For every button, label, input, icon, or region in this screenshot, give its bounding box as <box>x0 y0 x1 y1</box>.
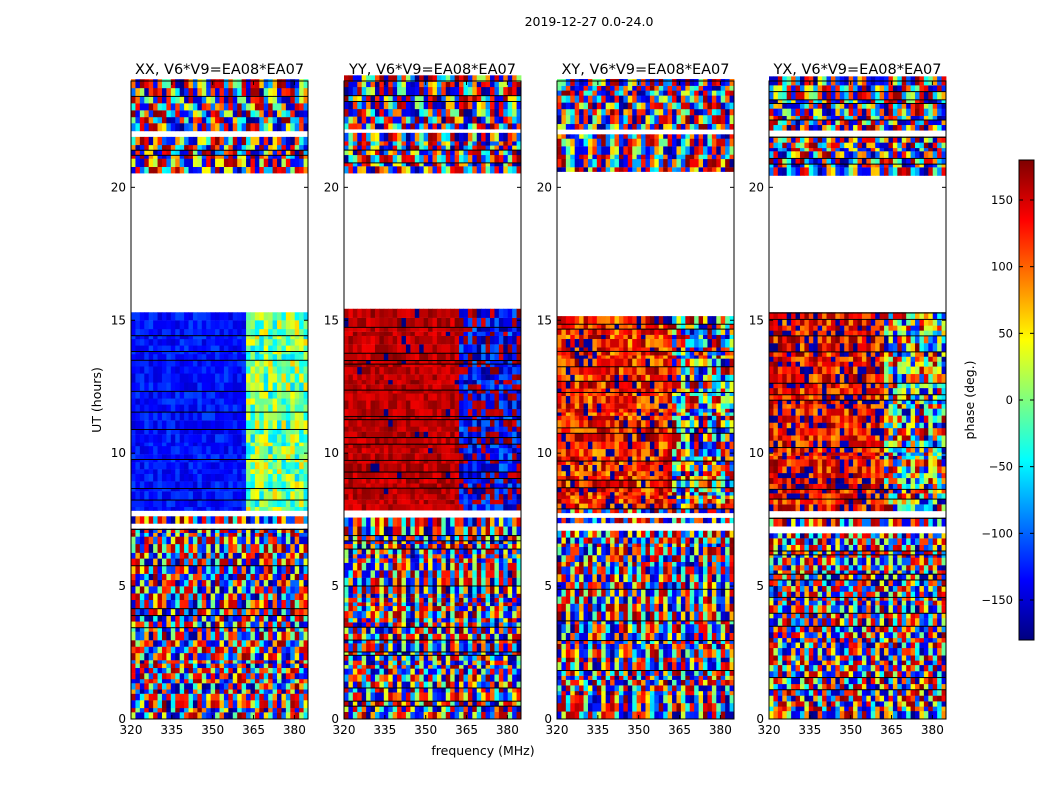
x-tick-label: 335 <box>373 723 396 737</box>
phase-image <box>557 79 734 719</box>
colorbar-tick-label: 150 <box>991 193 1013 207</box>
x-tick-label: 380 <box>283 723 306 737</box>
x-tick-label: 380 <box>496 723 519 737</box>
y-tick-label: 0 <box>756 712 764 726</box>
y-tick-label: 20 <box>537 180 552 194</box>
x-tick-label: 350 <box>627 723 650 737</box>
y-tick-label: 5 <box>756 579 764 593</box>
panel-title: YX, V6*V9=EA08*EA07 <box>772 62 941 78</box>
y-tick-label: 5 <box>331 579 339 593</box>
x-tick-label: 380 <box>921 723 944 737</box>
y-tick-label: 10 <box>749 446 764 460</box>
colorbar-tick-label: −150 <box>981 593 1013 607</box>
panel-title: XX, V6*V9=EA08*EA07 <box>135 62 304 78</box>
colorbar-label: phase (deg.) <box>962 361 977 440</box>
y-tick-label: 15 <box>537 313 552 327</box>
y-tick-label: 10 <box>537 446 552 460</box>
y-tick-label: 5 <box>118 579 126 593</box>
y-tick-label: 15 <box>111 313 126 327</box>
x-tick-label: 380 <box>709 723 732 737</box>
panel-title: YY, V6*V9=EA08*EA07 <box>348 62 516 78</box>
x-tick-label: 350 <box>414 723 437 737</box>
y-tick-label: 0 <box>544 712 552 726</box>
colorbar: 150 100 50 0 −50 −100 −150 <box>981 160 1034 640</box>
colorbar-tick-label: 100 <box>991 260 1013 274</box>
phase-image <box>344 75 521 719</box>
phase-image <box>131 79 308 719</box>
y-tick-label: 0 <box>118 712 126 726</box>
x-tick-label: 365 <box>242 723 265 737</box>
y-tick-label: 20 <box>111 180 126 194</box>
panel-title: XY, V6*V9=EA08*EA07 <box>561 62 729 78</box>
x-tick-label: 365 <box>880 723 903 737</box>
x-tick-label: 350 <box>839 723 862 737</box>
colorbar-tick-label: 50 <box>998 326 1013 340</box>
x-tick-label: 335 <box>586 723 609 737</box>
x-tick-label: 335 <box>160 723 183 737</box>
x-tick-label: 335 <box>798 723 821 737</box>
y-tick-label: 15 <box>324 313 339 327</box>
y-axis-label: UT (hours) <box>89 367 104 433</box>
y-tick-label: 10 <box>111 446 126 460</box>
y-tick-label: 20 <box>324 180 339 194</box>
x-tick-label: 365 <box>668 723 691 737</box>
figure-suptitle: 2019-12-27 0.0-24.0 <box>525 14 654 29</box>
y-tick-label: 0 <box>331 712 339 726</box>
colorbar-tick-label: 0 <box>1006 393 1013 407</box>
y-tick-label: 10 <box>324 446 339 460</box>
x-tick-label: 350 <box>201 723 224 737</box>
colorbar-tick-label: −50 <box>989 460 1013 474</box>
phase-image <box>769 76 946 719</box>
y-tick-label: 5 <box>544 579 552 593</box>
x-axis-label: frequency (MHz) <box>431 743 534 758</box>
y-tick-label: 15 <box>749 313 764 327</box>
colorbar-tick-label: −100 <box>981 526 1013 540</box>
x-tick-label: 365 <box>455 723 478 737</box>
y-tick-label: 20 <box>749 180 764 194</box>
